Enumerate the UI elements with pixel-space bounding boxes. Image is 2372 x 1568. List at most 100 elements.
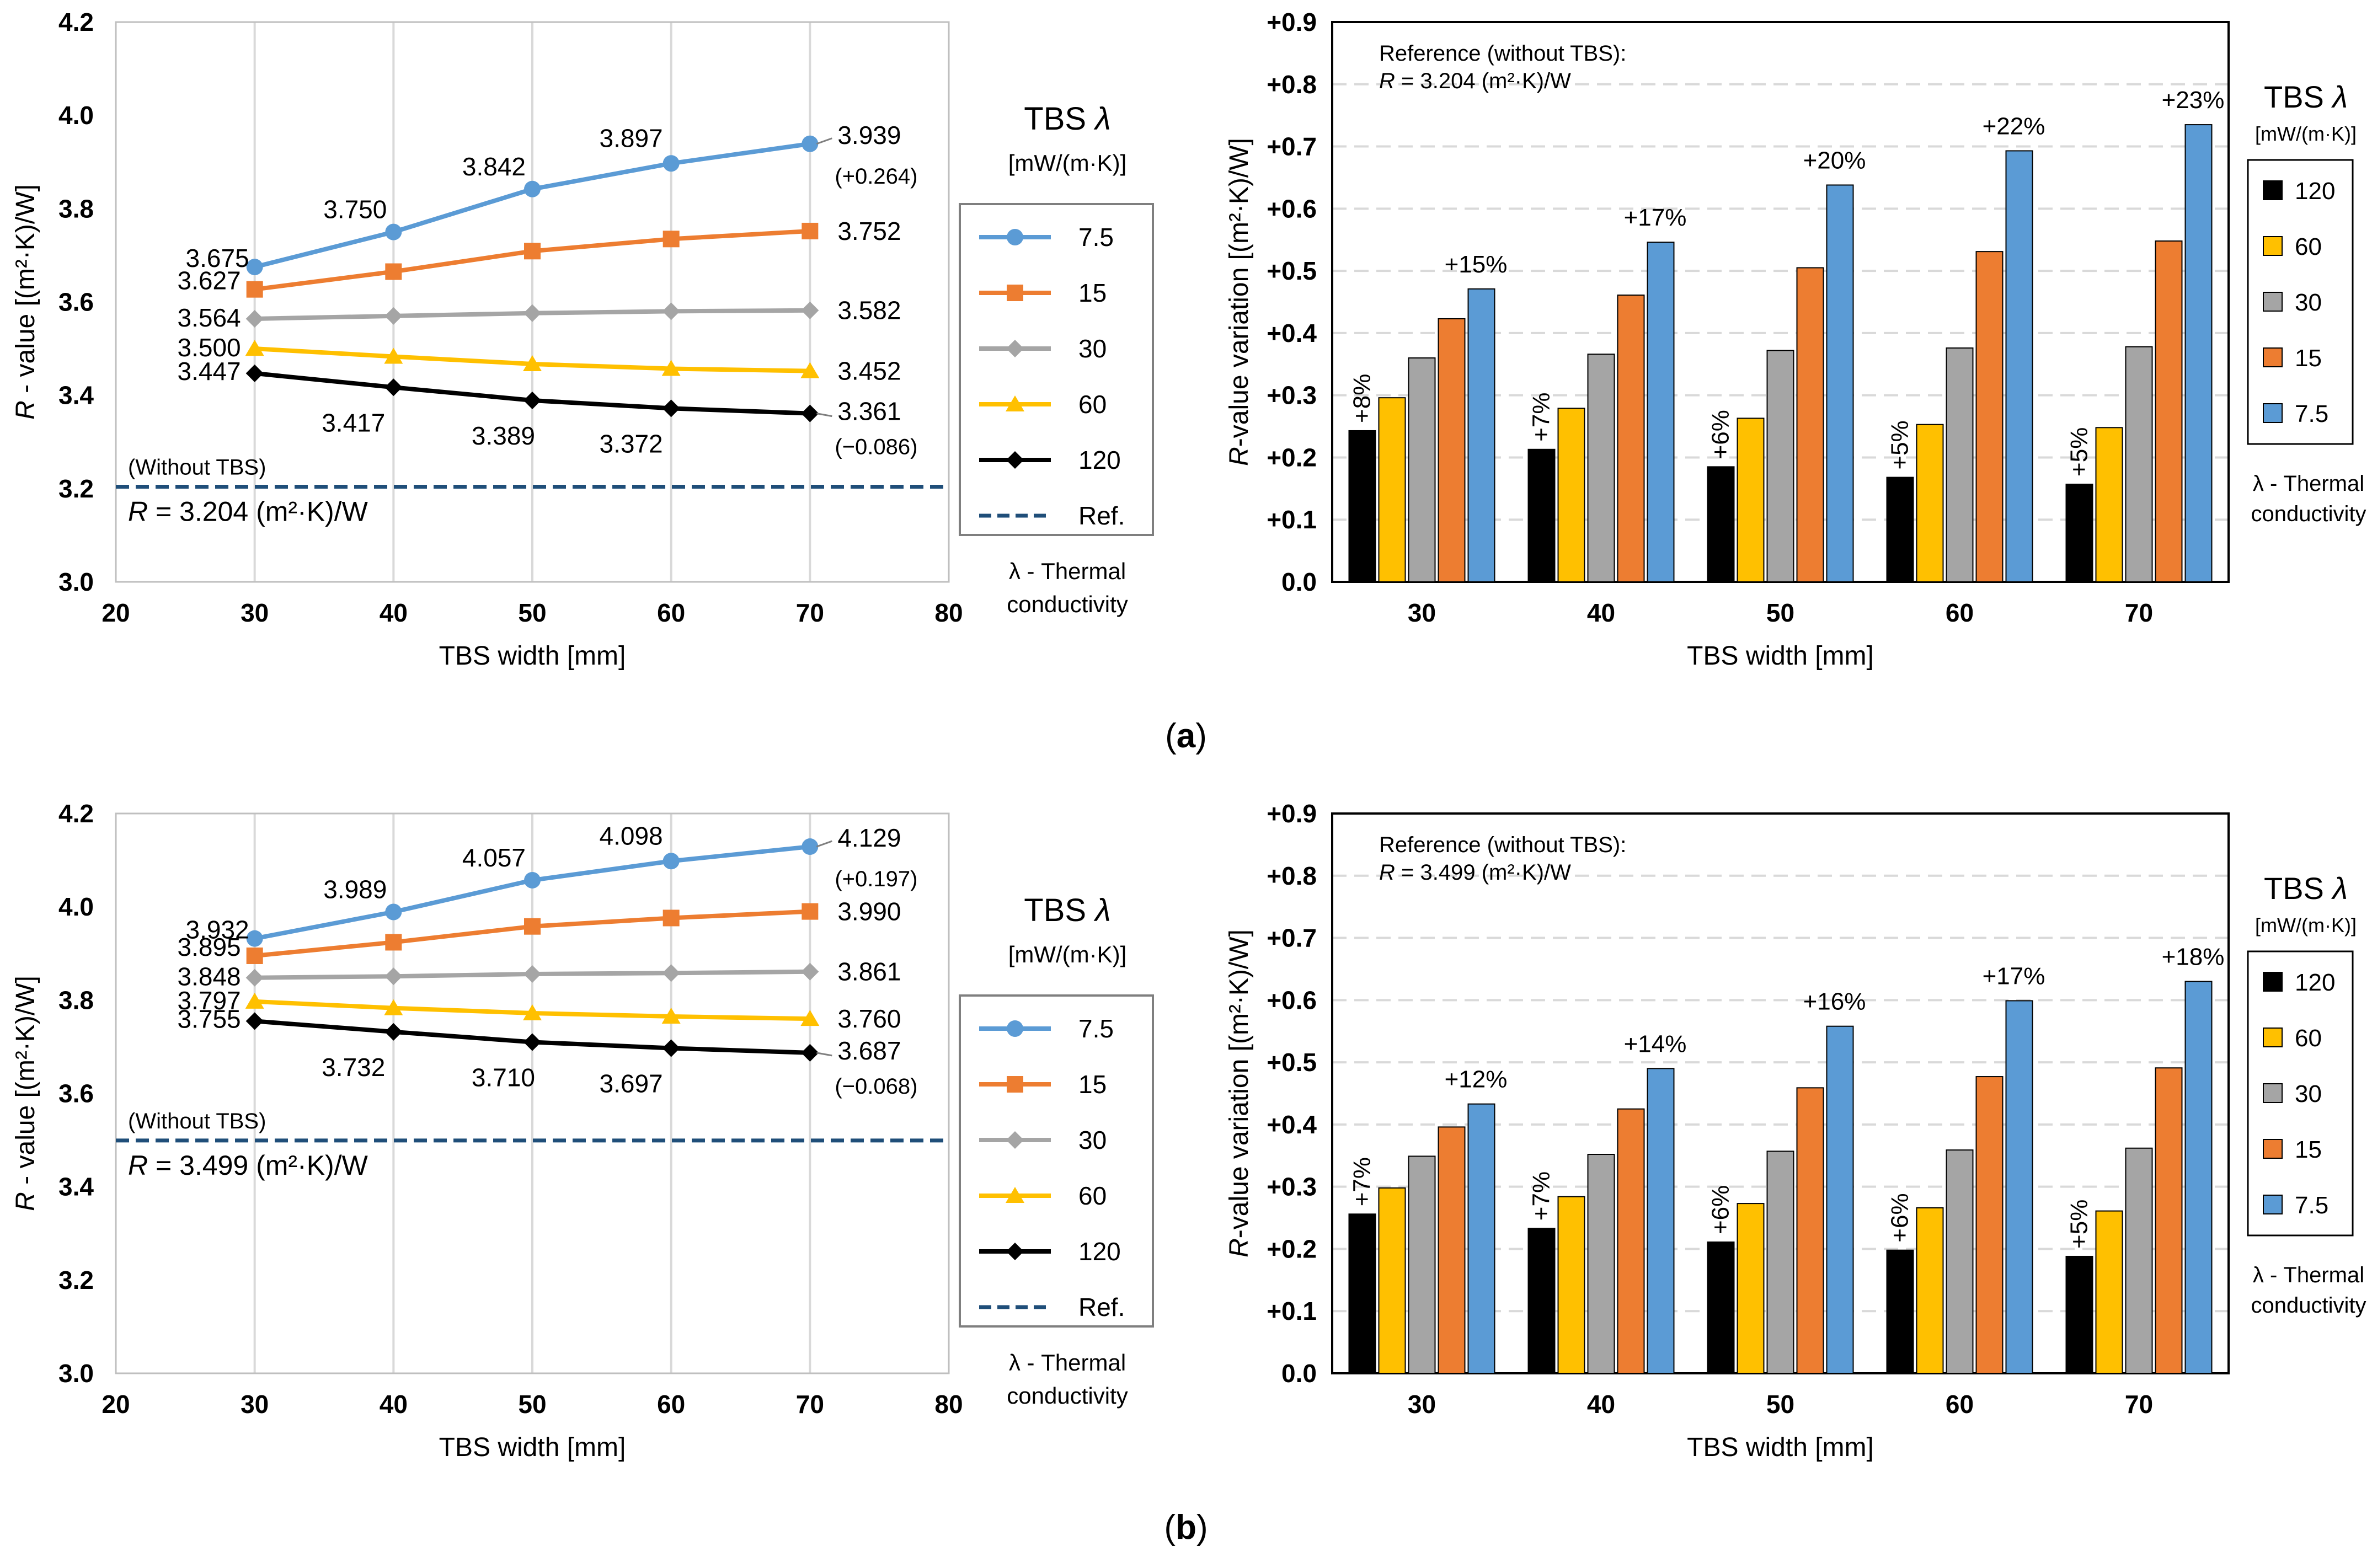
x-tick-label: 20 [101, 1390, 130, 1419]
legend-unit: [mW/(m·K)] [2255, 914, 2357, 936]
y-tick-label: +0.7 [1267, 924, 1317, 952]
bar-60 [1737, 1203, 1765, 1374]
data-point [523, 1033, 541, 1051]
bar-120 [1527, 1228, 1556, 1374]
bar-120 [1348, 430, 1376, 582]
data-point [524, 918, 541, 935]
data-point [801, 962, 819, 981]
reference-text: Reference (without TBS): [1379, 833, 1626, 857]
legend-marker [1006, 1243, 1024, 1260]
data-point [384, 378, 403, 397]
x-axis-title: TBS width [mm] [1687, 1433, 1874, 1462]
x-tick-label: 40 [1587, 1390, 1615, 1419]
data-point [802, 135, 819, 152]
pct-label-high: +15% [1445, 251, 1508, 278]
x-tick-label: 30 [241, 1390, 269, 1419]
x-tick-label: 40 [380, 1390, 408, 1419]
legend-label: 30 [2295, 1080, 2322, 1107]
bar-7.5 [2184, 981, 2213, 1374]
legend-label: 15 [2295, 345, 2322, 372]
pct-label-high: +22% [1983, 113, 2045, 140]
x-axis-title: TBS width [mm] [1687, 641, 1874, 671]
legend-label: 15 [1078, 279, 1107, 307]
legend-marker [1007, 229, 1023, 245]
x-tick-label: 70 [796, 598, 824, 627]
pct-label-low: +6% [1707, 410, 1734, 459]
y-axis-title: R - value [(m²·K)/W] [11, 184, 40, 420]
legend-marker [1007, 1020, 1023, 1037]
data-point [384, 999, 403, 1015]
data-point [802, 903, 819, 920]
delta-label: (−0.068) [835, 1074, 917, 1099]
data-point [662, 964, 680, 982]
bar-120 [2065, 483, 2093, 583]
data-point [663, 231, 680, 248]
line-chart-a-line: 3.0 3.2 3.4 3.6 3.8 4.0 4.2 20 30 40 50 60 70 80 TBS w… [11, 8, 1154, 671]
data-label: 4.129 [837, 823, 901, 852]
data-label: 3.500 [178, 333, 241, 362]
bar-7.5 [1826, 1025, 1854, 1374]
bar-120 [1707, 466, 1735, 582]
x-tick-label: 50 [1766, 1390, 1794, 1419]
bar-60 [2095, 1210, 2123, 1374]
x-tick-label: 60 [657, 598, 685, 627]
legend: TBS λ [mW/(m·K)] 120 60 30 15 7.5 λ - Thermal co… [2247, 79, 2366, 526]
line-chart-b-line: 3.0 3.2 3.4 3.6 3.8 4.0 4.2 20 30 40 50 60 70 80 TBS w… [11, 799, 1154, 1462]
bar-30 [1408, 357, 1436, 582]
legend-title: TBS λ [2264, 79, 2348, 114]
bar-30 [1408, 1155, 1436, 1374]
bar-30 [1587, 354, 1615, 582]
bar-30 [1946, 347, 1974, 582]
data-label: 3.389 [472, 421, 535, 450]
data-point [384, 1023, 403, 1041]
x-tick-label: 20 [101, 598, 130, 627]
data-point [524, 871, 541, 889]
legend-unit: [mW/(m·K)] [2255, 122, 2357, 145]
bar-15 [1975, 251, 2004, 582]
y-tick-label: +0.1 [1267, 505, 1317, 534]
data-point [385, 223, 402, 240]
legend-title: TBS λ [2264, 871, 2348, 906]
pct-label-high: +14% [1624, 1030, 1687, 1057]
data-point [662, 1039, 680, 1057]
data-label: 3.861 [837, 957, 901, 986]
data-label: 3.687 [837, 1036, 901, 1065]
bar-7.5 [1826, 184, 1854, 582]
legend-box [959, 994, 1154, 1328]
legend-swatch [2263, 292, 2283, 312]
data-point [245, 309, 264, 328]
leader-line [816, 1052, 832, 1057]
reference-label: R = 3.204 (m²·K)/W [128, 496, 368, 527]
x-tick-label: 80 [934, 598, 963, 627]
y-tick-label: +0.5 [1267, 256, 1317, 285]
x-tick-label: 60 [1946, 598, 1974, 627]
y-tick-label: +0.2 [1267, 443, 1317, 472]
legend-unit: [mW/(m·K)] [1008, 941, 1127, 967]
legend-title: TBS λ [1024, 101, 1110, 137]
data-point [246, 259, 263, 276]
bar-30 [2125, 1147, 2153, 1374]
legend-note: λ - Thermal [2253, 472, 2364, 496]
pct-label-high: +18% [2162, 944, 2225, 971]
y-tick-label: +0.9 [1267, 8, 1317, 36]
legend-label: 15 [1078, 1070, 1107, 1099]
pct-label-high: +12% [1445, 1066, 1508, 1093]
bar-15 [1617, 1108, 1645, 1374]
y-tick-label: +0.6 [1267, 986, 1317, 1014]
bar-7.5 [1467, 1103, 1495, 1374]
bar-15 [1617, 295, 1645, 582]
data-label: 3.697 [600, 1069, 663, 1098]
delta-label: (−0.086) [835, 435, 917, 459]
data-label: 3.452 [837, 357, 901, 386]
data-point [523, 965, 541, 983]
data-label: 3.755 [178, 1004, 241, 1033]
data-point [245, 1012, 264, 1030]
pct-label-low: +5% [2066, 427, 2093, 477]
legend-marker [1006, 395, 1024, 411]
bar-15 [1438, 1126, 1466, 1374]
bar-30 [1946, 1149, 1974, 1374]
legend-note: λ - Thermal [1009, 558, 1126, 584]
legend-label: 60 [2295, 233, 2322, 260]
y-tick-label: +0.8 [1267, 70, 1317, 99]
bar-30 [2125, 346, 2153, 582]
